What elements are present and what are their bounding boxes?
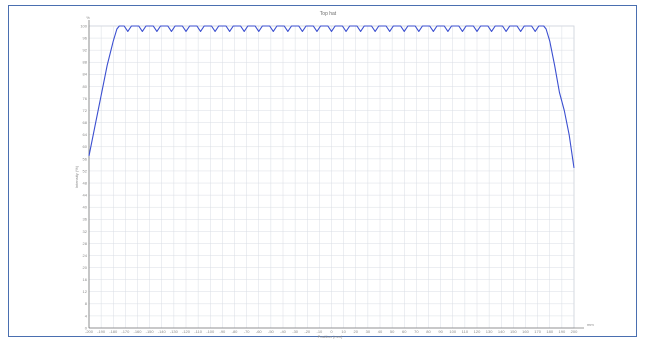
x-tick-label: -120 (182, 329, 191, 334)
y-tick-label: 72 (83, 108, 88, 113)
y-tick-label: 0 (85, 325, 88, 330)
x-tick-label: -90 (219, 329, 226, 334)
x-tick-label: -150 (146, 329, 155, 334)
y-tick-label: 56 (83, 156, 88, 161)
x-axis-label: Position (mm) (318, 334, 343, 339)
x-tick-label: -110 (194, 329, 202, 334)
series-line (88, 25, 575, 169)
x-tick-label: -30 (292, 329, 299, 334)
x-tick-label: -170 (121, 329, 130, 334)
x-tick-label: 140 (498, 329, 505, 334)
x-tick-label: 50 (390, 329, 395, 334)
x-tick-label: -160 (133, 329, 142, 334)
y-tick-label: 88 (83, 60, 88, 65)
x-tick-label: -60 (256, 329, 263, 334)
y-tick-label: 40 (83, 205, 88, 210)
x-tick-label: 190 (559, 329, 566, 334)
x-tick-label: -190 (97, 329, 106, 334)
x-tick-label: 170 (534, 329, 541, 334)
chart-title: Top hat (320, 11, 337, 17)
x-tick-label: 10 (341, 329, 346, 334)
x-tick-label: -80 (232, 329, 239, 334)
series-layer (88, 25, 575, 169)
x-axis-unit: mm (587, 322, 594, 327)
x-tick-label: 110 (462, 329, 469, 334)
x-tick-label: 40 (378, 329, 383, 334)
y-tick-label: 52 (83, 168, 88, 173)
x-tick-label: 70 (414, 329, 419, 334)
y-tick-label: 28 (83, 241, 88, 246)
y-tick-label: 12 (83, 289, 88, 294)
x-tick-label: -100 (206, 329, 215, 334)
x-tick-label: 100 (449, 329, 456, 334)
x-tick-label: 200 (571, 329, 578, 334)
x-tick-label: 160 (522, 329, 529, 334)
y-tick-label: 4 (85, 313, 88, 318)
y-tick-label: 8 (85, 301, 88, 306)
y-tick-label: 84 (83, 72, 88, 77)
x-tick-label: -180 (109, 329, 118, 334)
x-tick-label: 30 (366, 329, 371, 334)
y-tick-label: 36 (83, 217, 88, 222)
y-tick-label: 24 (83, 253, 88, 258)
y-tick-label: 80 (83, 84, 88, 89)
x-tick-label: -20 (304, 329, 311, 334)
x-tick-label: -200 (85, 329, 94, 334)
x-tick-label: -10 (316, 329, 323, 334)
x-tick-label: -130 (170, 329, 179, 334)
y-tick-label: 68 (83, 120, 88, 125)
y-tick-label: 100 (80, 23, 87, 28)
x-tick-label: -50 (268, 329, 275, 334)
x-tick-label: 60 (402, 329, 407, 334)
x-tick-label: 20 (354, 329, 359, 334)
x-tick-label: 120 (474, 329, 481, 334)
y-tick-label: 32 (83, 229, 88, 234)
y-tick-label: 60 (83, 144, 88, 149)
grid (88, 25, 575, 329)
x-tick-label: 130 (486, 329, 493, 334)
x-tick-label: -140 (158, 329, 167, 334)
x-tick-labels: -200 -190 -180 -170 -160 -150 -140 -130 -120 -110… (85, 329, 578, 334)
y-tick-label: 96 (83, 35, 88, 40)
y-tick-labels: 0481216202428323640444852566064687276808… (80, 23, 87, 330)
x-tick-label: 90 (438, 329, 443, 334)
y-axis-label: Intensity (%) (74, 165, 79, 188)
y-tick-label: 64 (83, 132, 88, 137)
x-tick-label: 150 (510, 329, 517, 334)
x-tick-label: 80 (426, 329, 431, 334)
y-tick-label: 76 (83, 96, 88, 101)
y-tick-label: 92 (83, 48, 88, 53)
y-tick-label: 16 (83, 277, 88, 282)
axes (88, 20, 584, 329)
x-tick-label: 180 (546, 329, 553, 334)
x-tick-label: -40 (280, 329, 287, 334)
y-tick-label: 20 (83, 265, 88, 270)
y-axis-unit: % (86, 15, 90, 20)
x-tick-label: 0 (330, 329, 333, 334)
y-tick-label: 44 (83, 193, 88, 198)
x-tick-label: -70 (244, 329, 251, 334)
y-tick-label: 48 (83, 180, 88, 185)
